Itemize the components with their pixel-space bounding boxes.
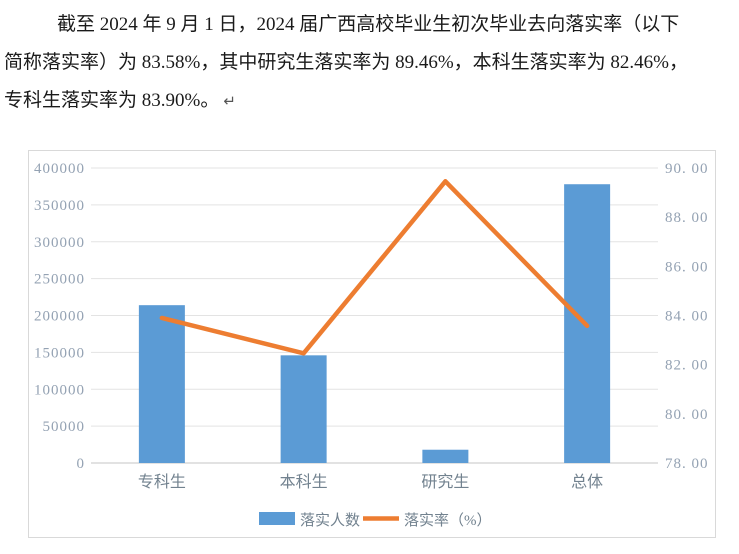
- bar-本科生: [280, 355, 327, 463]
- right-axis-tick-label: 78. 00: [665, 456, 709, 472]
- paragraph-line-3: 专科生落实率为 83.90%。 ↵: [4, 82, 720, 120]
- left-axis-tick-label: 0: [77, 456, 86, 472]
- right-axis-tick-label: 86. 00: [665, 259, 709, 275]
- right-axis-tick-label: 88. 00: [665, 210, 709, 226]
- paragraph-line-3-text: 专科生落实率为 83.90%。: [4, 90, 220, 111]
- left-axis-tick-label: 250000: [34, 272, 85, 288]
- chart-container: 400000 350000 300000 250000 200000 150000 1000…: [28, 150, 716, 538]
- left-axis-tick-label: 300000: [34, 235, 85, 251]
- legend-swatch-bar: [259, 512, 295, 525]
- category-label: 专科生: [138, 473, 186, 491]
- right-axis-tick-label: 80. 00: [665, 407, 709, 423]
- left-axis-tick-label: 100000: [34, 382, 85, 398]
- document-paragraph: 截至 2024 年 9 月 1 日，2024 届广西高校毕业生初次毕业去向落实率…: [4, 6, 720, 120]
- rate-line: [159, 179, 590, 356]
- bar-研究生: [422, 449, 469, 463]
- right-axis-tick-label: 90. 00: [665, 161, 709, 177]
- left-axis-tick-label: 200000: [34, 309, 85, 325]
- right-axis-tick-label: 84. 00: [665, 309, 709, 325]
- left-axis-tick-label: 150000: [34, 345, 85, 361]
- bar-专科生: [138, 305, 185, 463]
- chart-svg: 400000 350000 300000 250000 200000 150000 1000…: [34, 161, 709, 529]
- paragraph-line-2: 简称落实率）为 83.58%，其中研究生落实率为 89.46%，本科生落实率为 …: [4, 52, 688, 73]
- paragraph-line-1: 截至 2024 年 9 月 1 日，2024 届广西高校毕业生初次毕业去向落实率…: [57, 14, 680, 35]
- left-axis-tick-label: 50000: [43, 419, 86, 435]
- category-label: 总体: [571, 473, 603, 491]
- right-axis-tick-label: 82. 00: [665, 358, 709, 374]
- paragraph-mark-icon: ↵: [223, 92, 236, 110]
- left-axis-tick-label: 400000: [34, 161, 85, 177]
- category-label: 研究生: [421, 473, 469, 491]
- legend-label-line: 落实率（%）: [404, 512, 492, 529]
- legend-label-bar: 落实人数: [300, 512, 360, 529]
- category-label: 本科生: [280, 473, 328, 491]
- left-axis-tick-label: 350000: [34, 198, 85, 214]
